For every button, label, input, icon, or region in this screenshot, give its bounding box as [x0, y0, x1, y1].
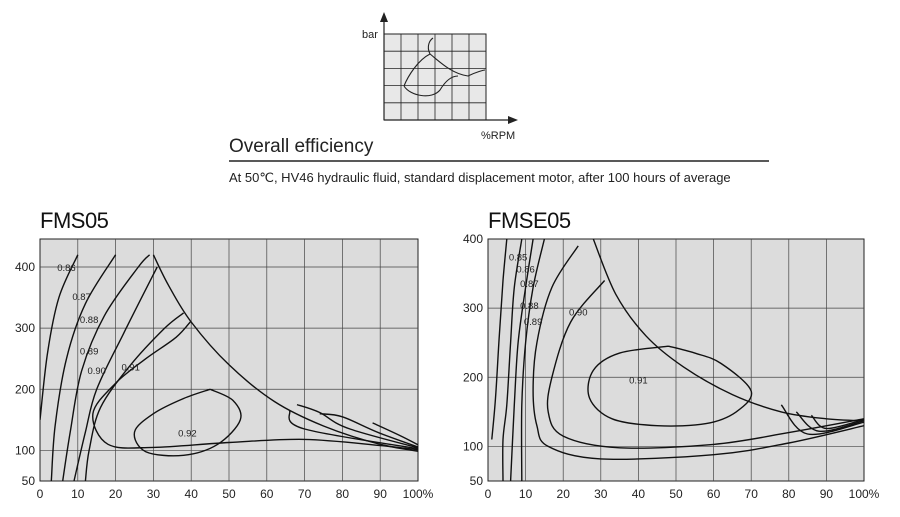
- y-tick-label: 300: [463, 301, 483, 315]
- contour-label: 0.86: [57, 263, 76, 274]
- x-tick-label: 90: [374, 487, 388, 501]
- contour-line: [509, 239, 534, 481]
- contour-label: 0.89: [524, 317, 543, 328]
- y-tick-label: 400: [463, 232, 483, 246]
- x-tick-label: 40: [185, 487, 199, 501]
- contour-line: [491, 239, 508, 440]
- y-tick-label: 50: [22, 474, 36, 488]
- section-subtitle: At 50℃, HV46 hydraulic fluid, standard d…: [229, 170, 731, 185]
- x-tick-label: 30: [594, 487, 608, 501]
- contour-label: 0.88: [80, 315, 99, 326]
- contour-line: [532, 245, 864, 460]
- contour-label: 0.91: [121, 362, 140, 373]
- y-tick-label: 200: [15, 382, 35, 396]
- x-tick-label: 60: [260, 487, 274, 501]
- boundary-curve: [592, 239, 864, 422]
- contour-line: [587, 345, 753, 427]
- contour-label: 0.87: [520, 279, 539, 290]
- x-tick-label: 0: [485, 487, 492, 501]
- contour-line: [133, 388, 242, 457]
- contour-label: 0.90: [87, 366, 106, 377]
- x-tick-label: 80: [336, 487, 350, 501]
- contour-line: [810, 414, 864, 430]
- contour-line: [62, 254, 151, 481]
- x-tick-label: 50: [222, 487, 236, 501]
- y-tick-label: 100: [15, 443, 35, 457]
- x-tick-label: 50: [669, 487, 683, 501]
- y-tick-label: 300: [15, 321, 35, 335]
- contour-line: [795, 411, 864, 432]
- contour-label: 0.87: [72, 292, 91, 303]
- x-tick-label: 60: [707, 487, 721, 501]
- legend-x-arrow: [508, 116, 518, 124]
- contour-line: [319, 413, 418, 448]
- legend-y-label: bar: [362, 29, 378, 41]
- section-title: Overall efficiency: [229, 136, 374, 157]
- contour-line: [40, 254, 79, 420]
- x-tick-label: 100%: [849, 487, 880, 501]
- contour-line: [50, 254, 117, 481]
- x-tick-label: 40: [632, 487, 646, 501]
- legend-curve: [403, 37, 486, 97]
- y-tick-label: 400: [15, 260, 35, 274]
- contour-line: [84, 312, 185, 481]
- x-tick-label: 10: [71, 487, 85, 501]
- x-tick-label: 0: [37, 487, 44, 501]
- x-tick-label: 90: [820, 487, 834, 501]
- contour-label: 0.89: [80, 346, 99, 357]
- contour-line: [73, 266, 158, 481]
- contour-label: 0.88: [520, 301, 539, 312]
- contour-line: [502, 239, 523, 481]
- x-tick-label: 80: [782, 487, 796, 501]
- chart-fms05: 0 10 20 30 40 50 60 70 80 90 100% 50 100 200 300 400 0.8…: [15, 238, 434, 501]
- y-tick-label: 50: [470, 474, 484, 488]
- x-tick-label: 30: [147, 487, 161, 501]
- contour-label: 0.90: [569, 307, 588, 318]
- contour-line: [92, 320, 418, 451]
- contour-line: [296, 403, 418, 449]
- x-tick-label: 100%: [403, 487, 434, 501]
- contour-line: [372, 422, 418, 446]
- y-tick-label: 100: [463, 439, 483, 453]
- y-tick-label: 200: [463, 370, 483, 384]
- x-tick-label: 20: [557, 487, 571, 501]
- legend-x-label: %RPM: [481, 130, 515, 142]
- contour-label: 0.86: [516, 264, 535, 275]
- boundary-curve: [152, 254, 418, 452]
- chart-title-fmse05: FMSE05: [488, 208, 571, 233]
- contour-line: [520, 239, 546, 481]
- contour-label: 0.92: [178, 428, 197, 439]
- legend-mini-chart: bar %RPM: [362, 12, 518, 142]
- contour-label: 0.91: [629, 376, 648, 387]
- chart-title-fms05: FMS05: [40, 208, 109, 233]
- legend-y-arrow: [380, 12, 388, 22]
- x-tick-label: 20: [109, 487, 123, 501]
- x-tick-label: 10: [519, 487, 533, 501]
- x-tick-label: 70: [745, 487, 759, 501]
- x-tick-label: 70: [298, 487, 312, 501]
- contour-label: 0.85: [509, 253, 528, 264]
- chart-fmse05: 0 10 20 30 40 50 60 70 80 90 100% 50 100 200 300 400 0.8…: [463, 232, 880, 501]
- contour-line: [546, 280, 864, 449]
- contour-line: [288, 410, 418, 450]
